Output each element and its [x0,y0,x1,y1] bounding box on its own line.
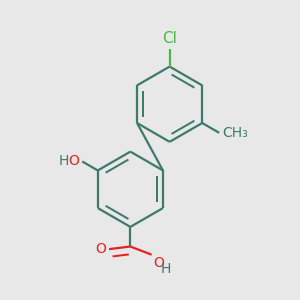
Text: CH₃: CH₃ [222,126,247,140]
Text: H: H [161,262,171,276]
Text: O: O [153,256,164,270]
Text: O: O [95,242,106,256]
Text: Cl: Cl [162,31,177,46]
Text: H: H [59,154,69,169]
Text: O: O [69,154,80,169]
